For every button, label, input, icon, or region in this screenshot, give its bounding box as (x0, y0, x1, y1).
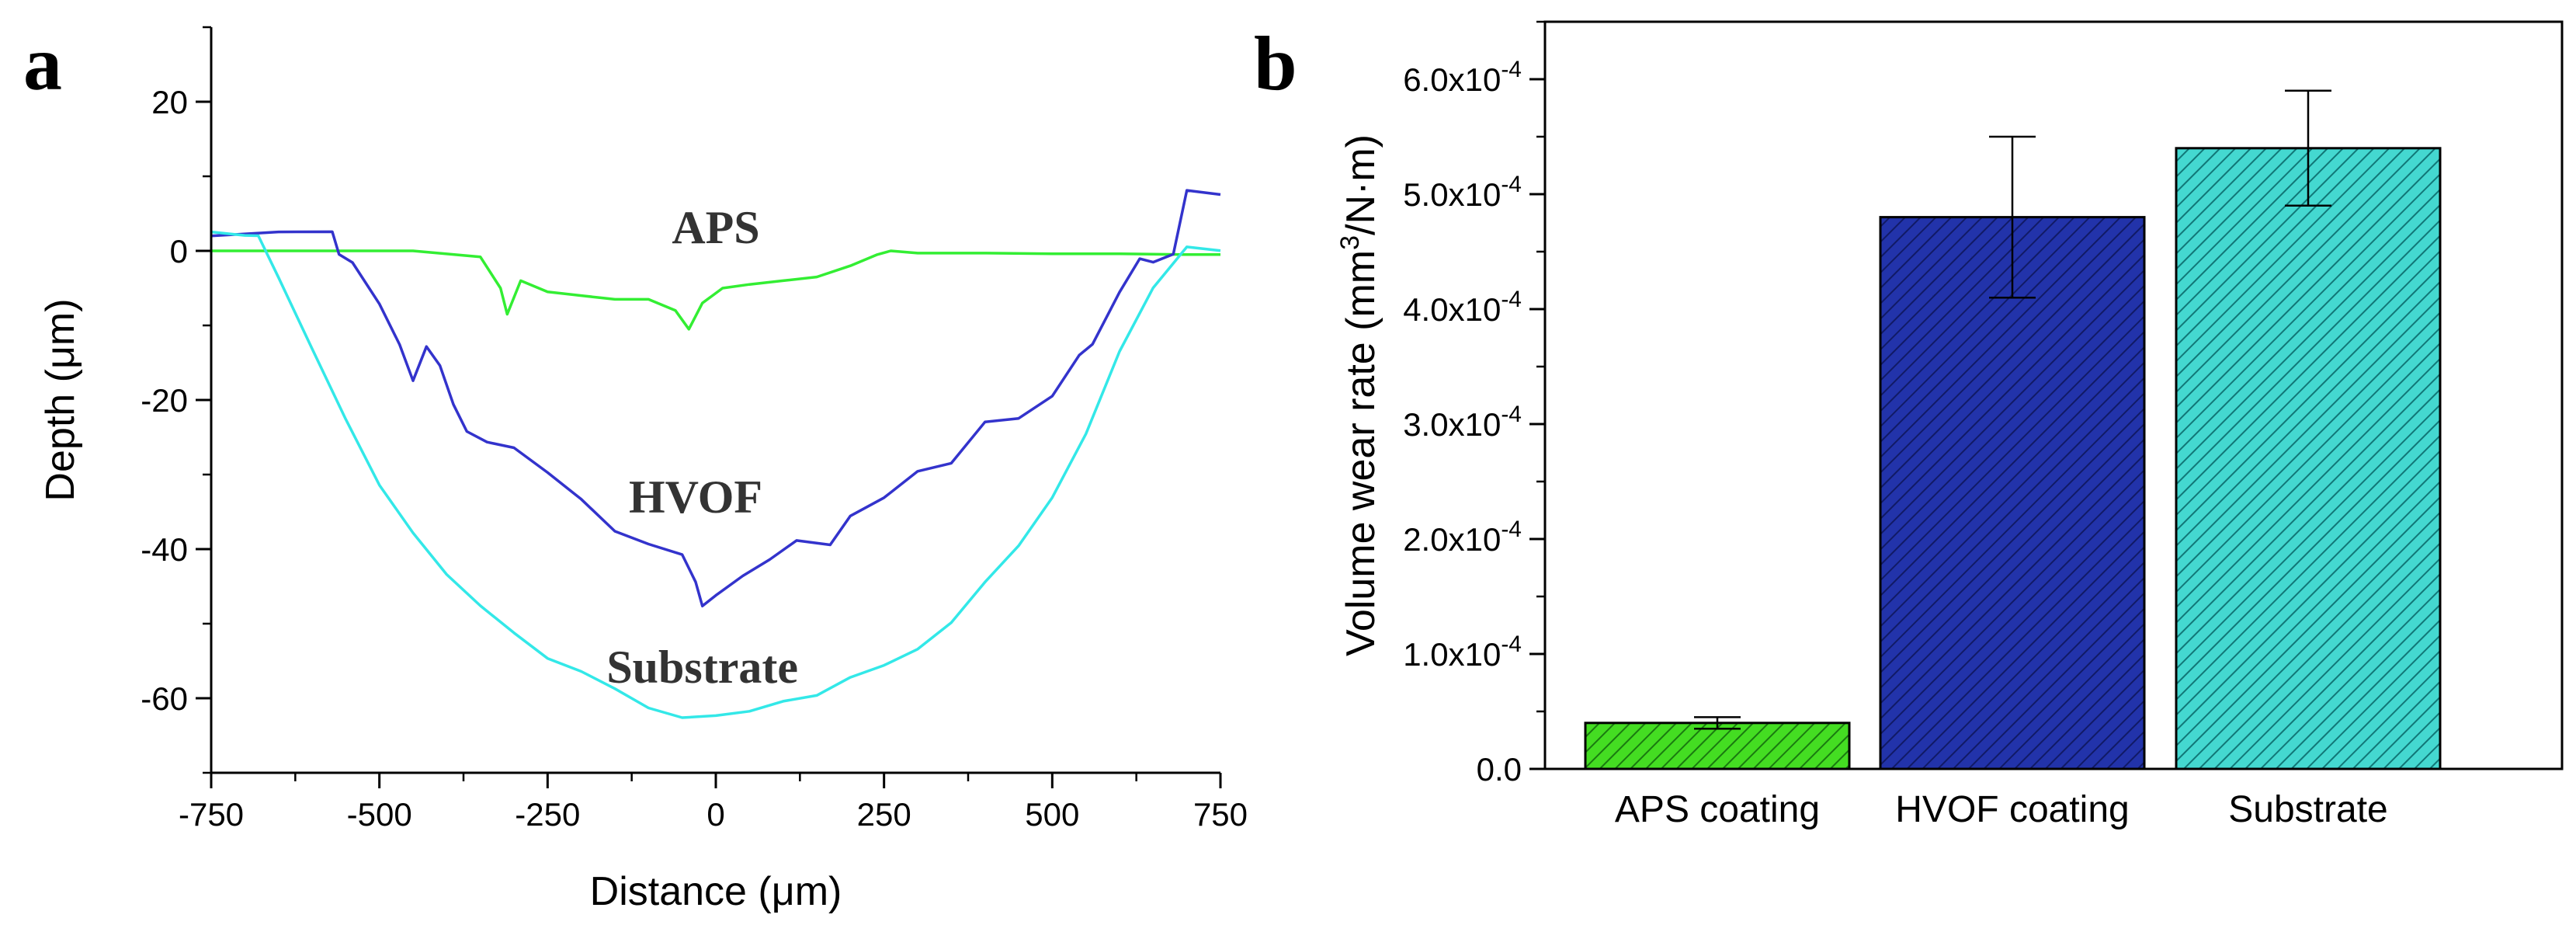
x-tick-label: 250 (857, 796, 911, 833)
panel-b-y-axis-title: Volume wear rate (mm3/N·m) (1335, 134, 1383, 656)
panel-a-label: a (23, 20, 62, 106)
panel-a-plot-area: -750 -500 -250 0 250 500 750 -60 -40 -20 0 20 APS HVO… (141, 26, 1248, 833)
x-tick-label: 0 (706, 796, 724, 833)
panel-a: a -750 -500 -250 0 250 500 750 -60 -40 -20 0 20 APS H… (23, 20, 1248, 914)
y-tick-label: -40 (141, 531, 188, 568)
y-tick-label: 3.0x10-4 (1403, 402, 1522, 443)
panel-a-x-axis-title: Distance (μm) (590, 869, 842, 914)
panel-b-label: b (1254, 20, 1297, 106)
panel-a-y-axis-title: Depth (μm) (38, 298, 83, 501)
y-tick-label: -20 (141, 382, 188, 419)
x-tick-label: 500 (1025, 796, 1079, 833)
x-tick-label: 750 (1193, 796, 1248, 833)
y-tick-label: 20 (151, 84, 188, 120)
curve-annotation-hvof: HVOF (629, 471, 762, 523)
y-tick-label: 0.0 (1477, 751, 1522, 788)
series-line-hvof (210, 189, 1221, 608)
y-tick-label: -60 (141, 680, 188, 717)
y-tick-label: 4.0x10-4 (1403, 287, 1522, 328)
y-tick-label: 6.0x10-4 (1403, 57, 1522, 98)
y-tick-label: 1.0x10-4 (1403, 631, 1522, 673)
panel-b-y-axis-title-sup: 3 (1335, 235, 1365, 250)
x-tick-label: -250 (515, 796, 580, 833)
y-tick-label: 5.0x10-4 (1403, 172, 1522, 213)
series-line-substrate (210, 230, 1221, 719)
curve-annotation-aps: APS (672, 202, 759, 253)
x-category-label: APS coating (1615, 789, 1820, 830)
curve-annotation-substrate: Substrate (606, 642, 798, 693)
panel-b-plot-area: APS coating HVOF coating Substrate 0.0 1.0x1… (1403, 20, 2564, 830)
series-line-aps (211, 249, 1220, 331)
panel-b-y-axis-title-main: Volume wear rate (mm (1338, 250, 1383, 656)
y-tick-label: 2.0x10-4 (1403, 516, 1522, 558)
y-tick-label: 0 (170, 233, 188, 270)
bar-substrate (2175, 147, 2442, 770)
panel-b-y-axis-title-tail: /N·m) (1338, 134, 1383, 235)
x-category-label: HVOF coating (1895, 789, 2129, 830)
x-category-label: Substrate (2228, 789, 2387, 830)
panel-b: b APS coating HVOF coating Substrate 0.0 1.0… (1254, 20, 2564, 830)
bar-hvof-coating (1879, 216, 2146, 770)
x-tick-label: -750 (179, 796, 244, 833)
x-tick-label: -500 (347, 796, 412, 833)
bar-aps-coating (1584, 722, 1851, 770)
